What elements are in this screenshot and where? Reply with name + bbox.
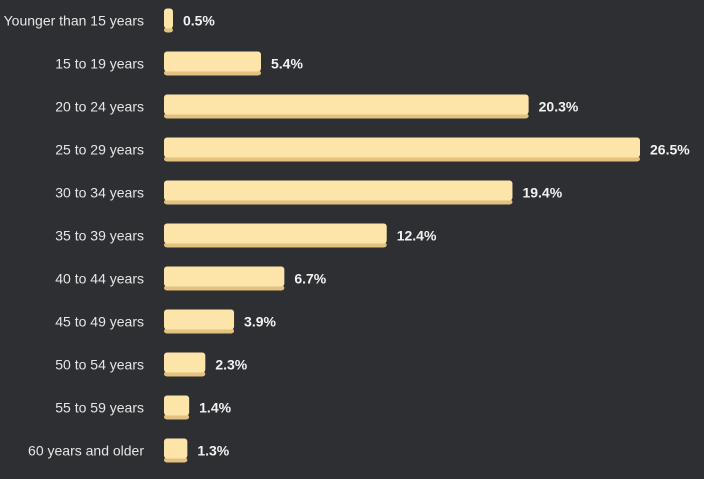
bar bbox=[164, 223, 387, 244]
bar-shadow bbox=[164, 242, 387, 248]
value-label: 2.3% bbox=[215, 357, 247, 373]
value-label: 19.4% bbox=[522, 185, 562, 201]
bar-shadow bbox=[164, 199, 513, 205]
category-label: 45 to 49 years bbox=[55, 314, 144, 330]
value-label: 20.3% bbox=[539, 99, 579, 115]
bar-shadow bbox=[164, 70, 261, 76]
value-label: 1.3% bbox=[197, 443, 229, 459]
value-label: 3.9% bbox=[244, 314, 276, 330]
bar-shadow bbox=[164, 156, 640, 162]
bar bbox=[164, 137, 640, 158]
bar bbox=[164, 180, 513, 201]
bar-shadow bbox=[164, 285, 285, 291]
bar bbox=[164, 352, 206, 373]
bar bbox=[164, 438, 188, 459]
bar bbox=[164, 266, 285, 287]
value-label: 26.5% bbox=[650, 142, 690, 158]
category-label: 55 to 59 years bbox=[55, 400, 144, 416]
category-label: 60 years and older bbox=[28, 443, 144, 459]
bar-shadow bbox=[164, 113, 529, 119]
bar-shadow bbox=[164, 457, 188, 463]
category-label: 50 to 54 years bbox=[55, 357, 144, 373]
value-label: 12.4% bbox=[397, 228, 437, 244]
bar bbox=[164, 94, 529, 115]
bar-shadow bbox=[164, 371, 206, 377]
bar bbox=[164, 395, 190, 416]
bar-shadow bbox=[164, 414, 190, 420]
category-label: 40 to 44 years bbox=[55, 271, 144, 287]
bar-shadow bbox=[164, 27, 173, 33]
bar-shadow bbox=[164, 328, 235, 334]
category-label: 35 to 39 years bbox=[55, 228, 144, 244]
value-label: 0.5% bbox=[183, 13, 215, 29]
bar bbox=[164, 309, 235, 330]
category-label: 20 to 24 years bbox=[55, 99, 144, 115]
value-label: 6.7% bbox=[294, 271, 326, 287]
category-label: Younger than 15 years bbox=[4, 13, 144, 29]
bar bbox=[164, 51, 261, 72]
category-label: 30 to 34 years bbox=[55, 185, 144, 201]
category-label: 15 to 19 years bbox=[55, 56, 144, 72]
value-label: 1.4% bbox=[199, 400, 231, 416]
category-label: 25 to 29 years bbox=[55, 142, 144, 158]
bar bbox=[164, 8, 173, 29]
value-label: 5.4% bbox=[271, 56, 303, 72]
bars-group: Younger than 15 years 0.5% 15 to 19 years 5… bbox=[4, 8, 690, 463]
